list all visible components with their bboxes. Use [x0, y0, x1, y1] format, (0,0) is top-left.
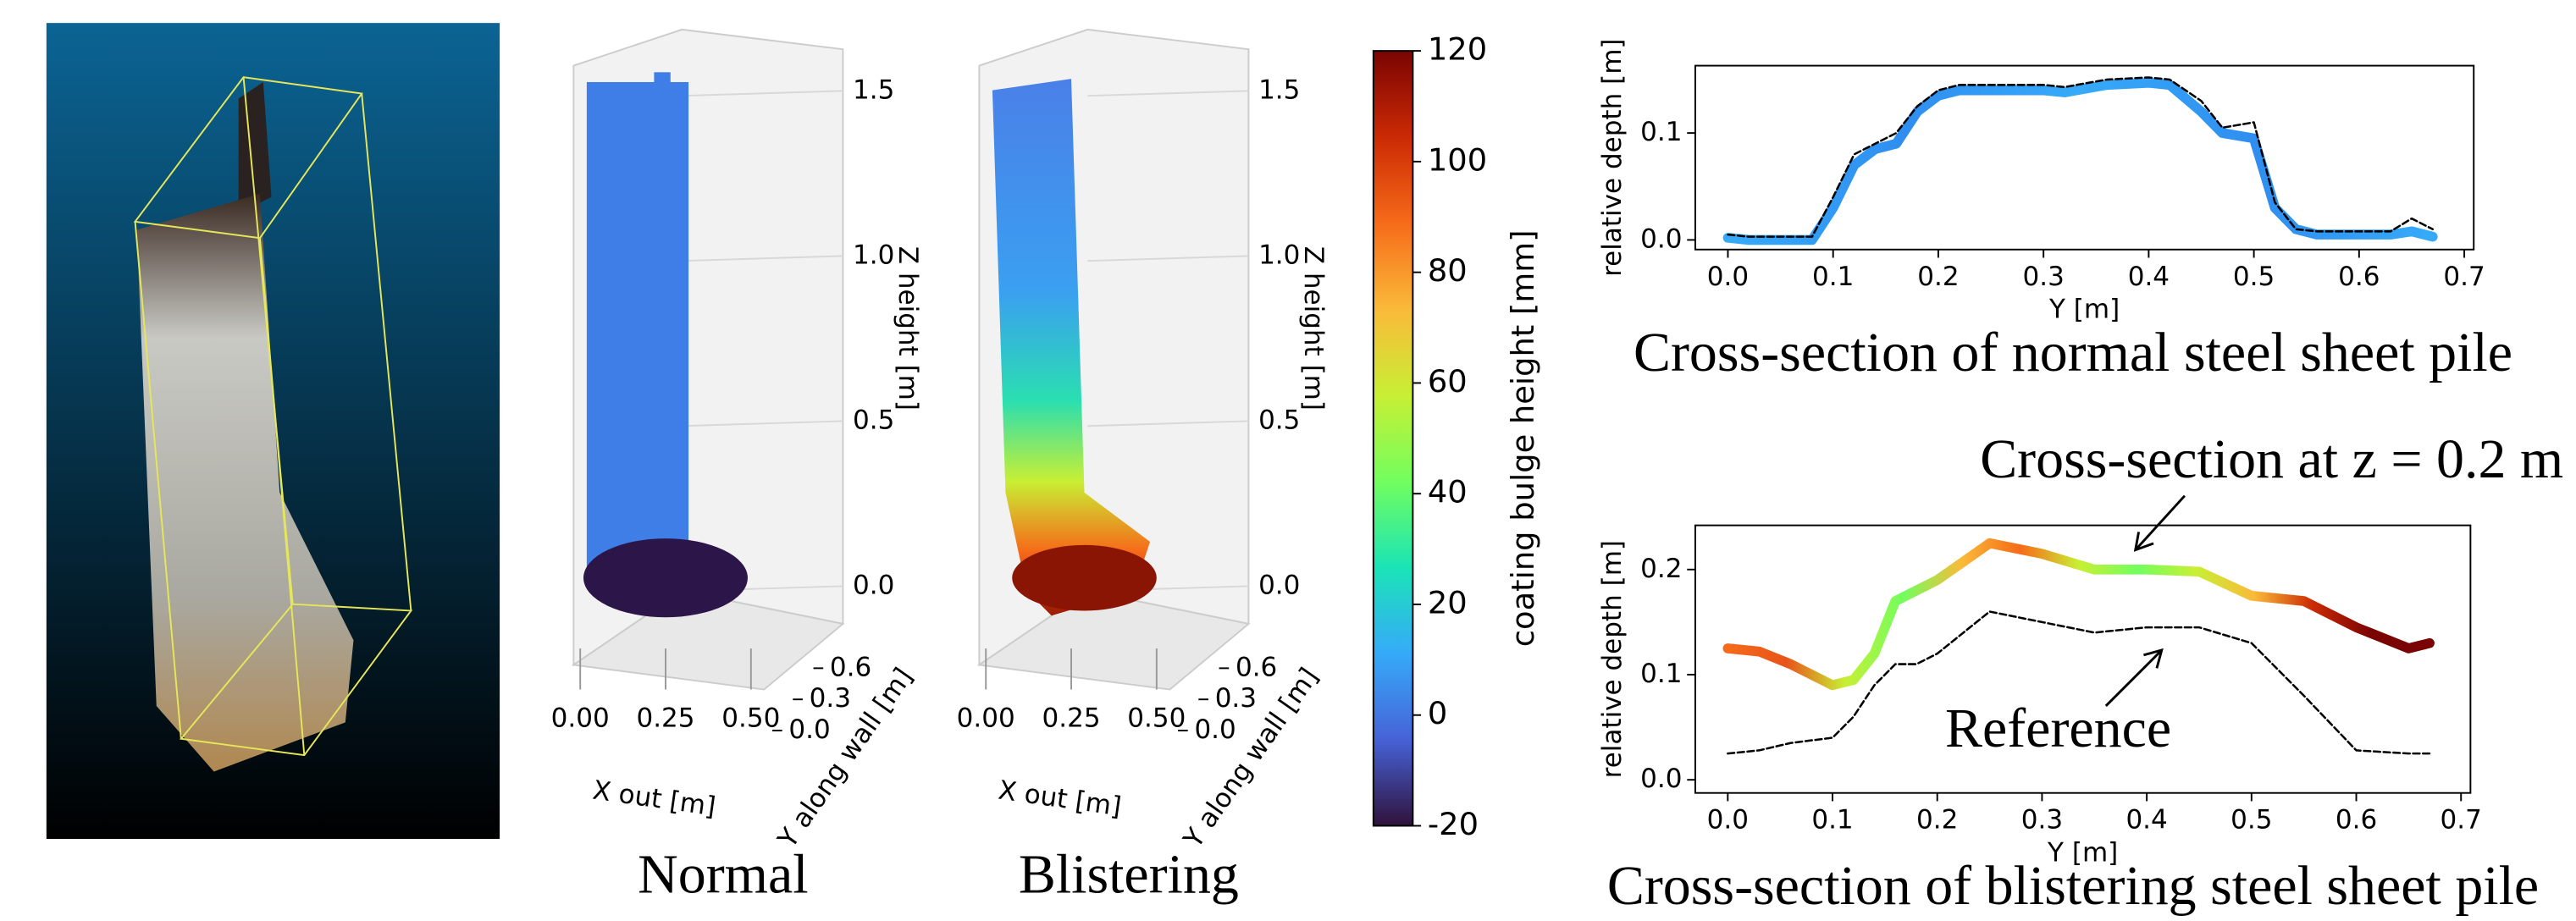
z-tick-label: 0.0	[1258, 570, 1300, 600]
x-axis-label: Y [m]	[2047, 837, 2118, 868]
z-axis-label: Z height [m]	[893, 246, 923, 411]
point-cloud	[654, 72, 671, 92]
x-tick-label: 0.0	[1707, 262, 1749, 292]
colorbar-tick-label: 120	[1428, 31, 1487, 68]
colorbar-tick-label: -20	[1428, 806, 1479, 842]
y-tick-label: 0.6	[830, 652, 871, 682]
y-tick-label: 0.0	[1640, 764, 1682, 794]
x-tick-label: 0.2	[1917, 262, 1959, 292]
y-tick-label: 0.2	[1640, 554, 1682, 584]
line-chart: 0.0 0.1 0.2 0.3 0.4 0.5 0.6 0.7 0.0 0.1 0.2 Y [m] re…	[1597, 524, 2539, 917]
y-axis-label: relative depth [m]	[1597, 38, 1628, 276]
z-tick-label: 0.0	[853, 570, 894, 600]
x-axis-label: X out [m]	[997, 775, 1124, 822]
y-tick-label: 0.1	[1640, 117, 1682, 147]
z-tick-label: 1.0	[1258, 240, 1300, 270]
x-tick-label: 0.1	[1811, 805, 1853, 836]
x-tick-label: 0.5	[2233, 262, 2275, 292]
x-tick-label: 0.2	[1916, 805, 1958, 836]
x-tick-label: 0.7	[2443, 262, 2485, 292]
plot-frame	[1694, 524, 2472, 794]
x-tick-label: 0.00	[551, 703, 610, 733]
x-tick-label: 0.1	[1812, 262, 1854, 292]
line-chart: 0.0 0.1 0.2 0.3 0.4 0.5 0.6 0.7 0.0 0.1 Y [m] relat…	[1597, 38, 2512, 383]
x-tick-label: 0.6	[2338, 262, 2380, 292]
x-tick-label: 0.0	[1707, 805, 1749, 836]
series-line	[1727, 610, 2431, 755]
series-line	[1722, 538, 2435, 691]
blister-cloud	[992, 79, 1157, 616]
annotation: Reference	[1945, 698, 2171, 759]
arrow-head	[2143, 648, 2164, 669]
colorbar-tick-label: 20	[1428, 584, 1468, 620]
grid-line	[682, 420, 843, 427]
colorbar-tick-label: 40	[1428, 474, 1468, 510]
point-cloud	[992, 79, 1151, 616]
y-tick-label: 0.3	[810, 683, 851, 714]
grid-line	[1087, 90, 1249, 97]
x-tick-label: 0.3	[2021, 805, 2063, 836]
y-tick-label: 0.0	[1194, 714, 1235, 745]
point-cloud	[1012, 544, 1157, 611]
x-tick-label: 0.00	[957, 703, 1015, 733]
x-tick-label: 0.3	[2022, 262, 2064, 292]
z-axis-label: Z height [m]	[1298, 246, 1329, 411]
bounding-box	[133, 76, 413, 757]
grid-line	[1087, 420, 1249, 427]
colorbar-tick-label: 0	[1428, 695, 1447, 731]
point-cloud	[136, 193, 354, 772]
z-tick-label: 0.5	[853, 405, 894, 435]
colorbar-tick-label: 80	[1428, 252, 1468, 289]
x-tick-label: 0.7	[2441, 805, 2482, 836]
arrow-head	[2133, 532, 2154, 552]
z-tick-label: 1.5	[1258, 74, 1300, 105]
y-tick-label: 0.1	[1640, 659, 1682, 689]
x-tick-label: 0.6	[2336, 805, 2377, 836]
chart-title: Cross-section of normal steel sheet pile	[1633, 322, 2512, 383]
y-tick-label: 0.0	[1640, 223, 1682, 254]
point-cloud	[586, 81, 689, 575]
x-axis-label: X out [m]	[591, 775, 718, 822]
normal-cloud	[583, 72, 748, 618]
grid-line	[682, 255, 843, 262]
arrow	[2104, 648, 2163, 707]
colorbar-fill	[1372, 50, 1414, 827]
colorbar-tick-label: 60	[1428, 363, 1468, 400]
point-cloud	[583, 538, 748, 618]
panel-title: Blistering	[1019, 844, 1239, 906]
annotation: Cross-section at z = 0.2 m	[1980, 428, 2563, 490]
colorbar-label: coating bulge height [mm]	[1505, 229, 1541, 647]
y-tick-label: 0.0	[788, 714, 830, 745]
y-tick-label: 0.6	[1235, 652, 1277, 682]
x-tick-label: 0.4	[2125, 805, 2167, 836]
x-tick-label: 0.25	[636, 703, 694, 733]
x-tick-label: 0.50	[1127, 703, 1186, 733]
x-tick-label: 0.4	[2128, 262, 2170, 292]
colorbar-tick-label: 100	[1428, 141, 1487, 178]
chart-title: Cross-section of blistering steel sheet …	[1607, 855, 2539, 917]
x-tick-label: 0.5	[2231, 805, 2272, 836]
y-tick-label: 0.3	[1215, 683, 1257, 714]
panel-title: Normal	[638, 844, 808, 906]
z-tick-label: 0.5	[1258, 405, 1300, 435]
x-tick-label: 0.50	[721, 703, 780, 733]
photo-panel	[46, 23, 500, 840]
x-axis-label: Y [m]	[2048, 295, 2120, 325]
grid-line	[1087, 255, 1249, 262]
colorbar: -20 0 20 40 60 80 100 120 coating bulge height […	[1372, 31, 1541, 842]
series-line	[1722, 77, 2438, 245]
z-tick-label: 1.0	[853, 240, 894, 270]
arrow	[2134, 494, 2186, 551]
plot-frame	[1694, 64, 2475, 251]
grid-line	[682, 90, 843, 97]
series-line	[1727, 76, 2435, 238]
x-tick-label: 0.25	[1042, 703, 1101, 733]
y-axis-label: relative depth [m]	[1597, 540, 1628, 778]
z-tick-label: 1.5	[853, 74, 894, 105]
